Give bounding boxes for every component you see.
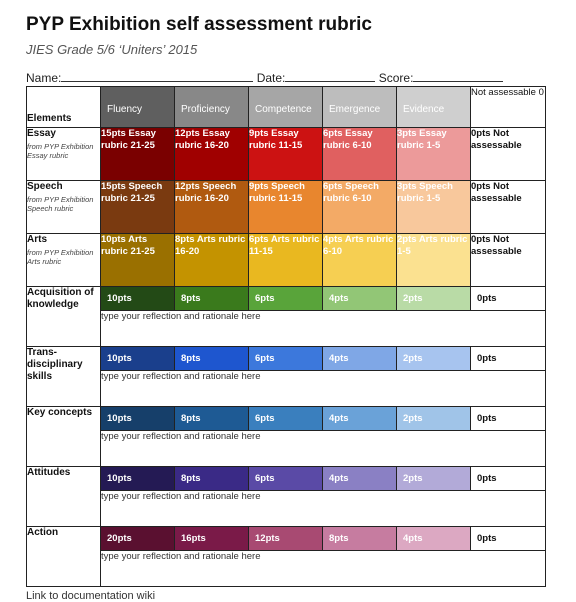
- name-field[interactable]: [61, 70, 254, 82]
- knowledge-label: Acquisition of knowledge: [26, 286, 101, 347]
- concepts-cell[interactable]: 2pts: [396, 406, 471, 431]
- speech-cell[interactable]: 9pts Speech rubric 11-15: [248, 180, 323, 234]
- concepts-cell[interactable]: 4pts: [322, 406, 397, 431]
- knowledge-cell[interactable]: 4pts: [322, 286, 397, 311]
- speech-cell[interactable]: 12pts Speech rubric 16-20: [174, 180, 249, 234]
- essay-cell[interactable]: 3pts Essay rubric 1-5: [396, 127, 471, 181]
- trans-reflection-row: type your reflection and rationale here: [27, 370, 546, 407]
- speech-label: Speech from PYP Exhibition Speech rubric: [26, 180, 101, 234]
- knowledge-cell[interactable]: 6pts: [248, 286, 323, 311]
- attitudes-row: Attitudes 10pts 8pts 6pts 4pts 2pts 0pts: [26, 466, 546, 527]
- action-reflection-input[interactable]: type your reflection and rationale here: [100, 550, 546, 587]
- essay-cell[interactable]: 12pts Essay rubric 16-20: [174, 127, 249, 181]
- speech-source: from PYP Exhibition Speech rubric: [27, 195, 94, 213]
- knowledge-cell[interactable]: 8pts: [174, 286, 249, 311]
- knowledge-na-cell[interactable]: 0pts: [470, 286, 546, 311]
- date-label: Date:: [256, 71, 286, 85]
- rubric-table: Elements Fluency Proficiency Competence …: [26, 86, 546, 587]
- arts-na-cell[interactable]: 0pts Not assessable: [470, 233, 546, 287]
- arts-row: Arts from PYP Exhibition Arts rubric 10pt…: [26, 233, 546, 287]
- knowledge-reflection-row: type your reflection and rationale here: [27, 310, 546, 347]
- speech-na-cell[interactable]: 0pts Not assessable: [470, 180, 546, 234]
- concepts-row: Key concepts 10pts 8pts 6pts 4pts 2pts 0…: [26, 406, 546, 467]
- action-cell[interactable]: 20pts: [100, 526, 175, 551]
- attitudes-cell[interactable]: 10pts: [100, 466, 175, 491]
- page-subtitle: JIES Grade 5/6 ‘Uniters’ 2015: [26, 42, 198, 57]
- attitudes-label: Attitudes: [26, 466, 101, 527]
- concepts-label: Key concepts: [26, 406, 101, 467]
- not-assessable-header: Not assessable 0: [470, 86, 546, 128]
- trans-cell[interactable]: 10pts: [100, 346, 175, 371]
- knowledge-cell[interactable]: 10pts: [100, 286, 175, 311]
- concepts-cell[interactable]: 10pts: [100, 406, 175, 431]
- attitudes-reflection-row: type your reflection and rationale here: [27, 490, 546, 527]
- essay-row: Essay from PYP Exhibition Essay rubric 15…: [26, 127, 546, 181]
- essay-cell[interactable]: 9pts Essay rubric 11-15: [248, 127, 323, 181]
- concepts-cell[interactable]: 6pts: [248, 406, 323, 431]
- trans-cell[interactable]: 4pts: [322, 346, 397, 371]
- elements-header: Elements: [26, 86, 101, 128]
- arts-cell[interactable]: 6pts Arts rubric 11-15: [248, 233, 323, 287]
- trans-na-cell[interactable]: 0pts: [470, 346, 546, 371]
- essay-source: from PYP Exhibition Essay rubric: [27, 142, 94, 160]
- trans-cell[interactable]: 8pts: [174, 346, 249, 371]
- speech-cell[interactable]: 6pts Speech rubric 6-10: [322, 180, 397, 234]
- action-cell[interactable]: 16pts: [174, 526, 249, 551]
- action-label: Action: [26, 526, 101, 587]
- essay-cell[interactable]: 15pts Essay rubric 21-25: [100, 127, 175, 181]
- attitudes-cell[interactable]: 6pts: [248, 466, 323, 491]
- name-label: Name:: [26, 71, 62, 85]
- arts-cell[interactable]: 4pts Arts rubric 6-10: [322, 233, 397, 287]
- action-cell[interactable]: 12pts: [248, 526, 323, 551]
- trans-cell[interactable]: 6pts: [248, 346, 323, 371]
- concepts-reflection-input[interactable]: type your reflection and rationale here: [100, 430, 546, 467]
- action-na-cell[interactable]: 0pts: [470, 526, 546, 551]
- documentation-link[interactable]: Link to documentation wiki: [26, 590, 156, 602]
- score-label: Score:: [378, 71, 414, 85]
- arts-label: Arts from PYP Exhibition Arts rubric: [26, 233, 101, 287]
- attitudes-na-cell[interactable]: 0pts: [470, 466, 546, 491]
- arts-source: from PYP Exhibition Arts rubric: [27, 248, 94, 266]
- knowledge-reflection-input[interactable]: type your reflection and rationale here: [100, 310, 546, 347]
- essay-cell[interactable]: 6pts Essay rubric 6-10: [322, 127, 397, 181]
- speech-cell[interactable]: 3pts Speech rubric 1-5: [396, 180, 471, 234]
- action-cell[interactable]: 4pts: [396, 526, 471, 551]
- level-header-fluency: Fluency: [100, 86, 175, 128]
- speech-cell[interactable]: 15pts Speech rubric 21-25: [100, 180, 175, 234]
- score-field[interactable]: [413, 70, 504, 82]
- action-cell[interactable]: 8pts: [322, 526, 397, 551]
- arts-cell[interactable]: 8pts Arts rubric 16-20: [174, 233, 249, 287]
- speech-row: Speech from PYP Exhibition Speech rubric …: [26, 180, 546, 234]
- level-header-competence: Competence: [248, 86, 323, 128]
- student-fields: Name: Date: Score:: [26, 70, 504, 85]
- knowledge-row: Acquisition of knowledge 10pts 8pts 6pts…: [26, 286, 546, 347]
- knowledge-cell[interactable]: 2pts: [396, 286, 471, 311]
- trans-label: Trans-disciplinary skills: [26, 346, 101, 407]
- date-field[interactable]: [285, 70, 376, 82]
- trans-reflection-input[interactable]: type your reflection and rationale here: [100, 370, 546, 407]
- concepts-cell[interactable]: 8pts: [174, 406, 249, 431]
- arts-cell[interactable]: 10pts Arts rubric 21-25: [100, 233, 175, 287]
- action-row: Action 20pts 16pts 12pts 8pts 4pts 0pts: [26, 526, 546, 587]
- header-row: Elements Fluency Proficiency Competence …: [26, 86, 546, 128]
- page-title: PYP Exhibition self assessment rubric: [26, 14, 372, 35]
- attitudes-reflection-input[interactable]: type your reflection and rationale here: [100, 490, 546, 527]
- concepts-na-cell[interactable]: 0pts: [470, 406, 546, 431]
- concepts-reflection-row: type your reflection and rationale here: [27, 430, 546, 467]
- essay-label: Essay from PYP Exhibition Essay rubric: [26, 127, 101, 181]
- arts-cell[interactable]: 2pts Arts rubric 1-5: [396, 233, 471, 287]
- essay-na-cell[interactable]: 0pts Not assessable: [470, 127, 546, 181]
- level-header-evidence: Evidence: [396, 86, 471, 128]
- trans-cell[interactable]: 2pts: [396, 346, 471, 371]
- attitudes-cell[interactable]: 2pts: [396, 466, 471, 491]
- action-reflection-row: type your reflection and rationale here: [27, 550, 546, 587]
- level-header-proficiency: Proficiency: [174, 86, 249, 128]
- attitudes-cell[interactable]: 8pts: [174, 466, 249, 491]
- trans-row: Trans-disciplinary skills 10pts 8pts 6pt…: [26, 346, 546, 407]
- attitudes-cell[interactable]: 4pts: [322, 466, 397, 491]
- level-header-emergence: Emergence: [322, 86, 397, 128]
